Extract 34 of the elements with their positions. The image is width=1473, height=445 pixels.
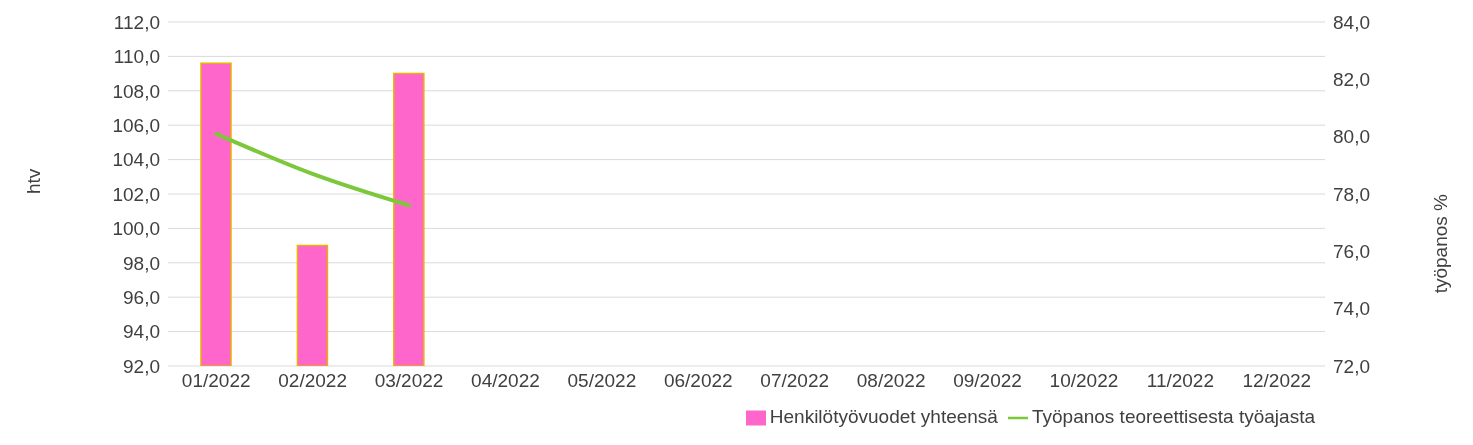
x-tick-label: 08/2022 [856,370,926,392]
y-tick-label: 100,0 [112,218,160,240]
y-tick-label: 96,0 [123,286,160,308]
x-tick-label: 07/2022 [760,370,830,392]
y-tick-label: 108,0 [112,80,160,102]
y2-tick-label: 74,0 [1333,298,1370,320]
y-axis-title: htv [22,168,44,194]
legend-label: Henkilötyövuodet yhteensä [769,406,998,427]
legend-label: Työpanos teoreettisesta työajasta [1031,406,1315,427]
y-tick-label: 112,0 [113,11,160,33]
y-tick-label: 106,0 [112,114,160,136]
y-tick-label: 102,0 [112,183,160,205]
y2-tick-label: 80,0 [1333,126,1370,148]
x-tick-label: 10/2022 [1049,370,1119,392]
x-tick-label: 09/2022 [953,370,1022,392]
x-tick-label: 04/2022 [471,370,540,392]
y-tick-label: 92,0 [123,355,160,377]
x-tick-label: 01/2022 [181,370,251,392]
y-tick-label: 98,0 [123,252,160,274]
y2-tick-label: 76,0 [1333,241,1370,263]
x-tick-label: 12/2022 [1242,370,1312,392]
y-tick-label: 104,0 [112,149,160,171]
y2-tick-label: 84,0 [1333,11,1370,33]
x-tick-label: 06/2022 [663,370,733,392]
y-tick-label: 110,0 [113,46,160,68]
y-tick-label: 94,0 [123,321,160,343]
x-tick-label: 05/2022 [567,370,637,392]
x-tick-label: 03/2022 [374,370,444,392]
x-tick-label: 02/2022 [278,370,347,392]
y2-tick-label: 78,0 [1333,183,1370,205]
y2-tick-label: 72,0 [1333,355,1370,377]
y2-axis-title: työpanos % [1429,193,1451,294]
y2-tick-label: 82,0 [1333,69,1370,91]
x-tick-label: 11/2022 [1146,370,1215,392]
